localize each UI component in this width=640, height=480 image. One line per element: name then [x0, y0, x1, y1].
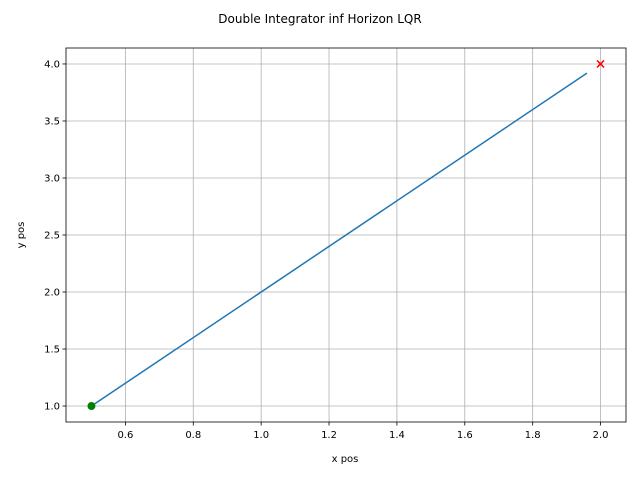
x-tick-label: 1.4	[389, 430, 405, 441]
x-tick-label: 2.0	[593, 430, 609, 441]
y-tick-label: 2.5	[44, 231, 60, 242]
x-tick-label: 1.2	[321, 430, 337, 441]
y-axis-label: y pos	[16, 222, 27, 249]
y-tick-label: 2.0	[44, 288, 60, 299]
chart-title: Double Integrator inf Horizon LQR	[218, 12, 421, 26]
plot-markers	[87, 59, 605, 411]
goal-marker-stroke	[596, 59, 605, 68]
grid	[66, 48, 626, 422]
y-tick-label: 3.5	[44, 116, 60, 127]
y-tick-label: 1.0	[44, 402, 60, 413]
trajectory-line	[91, 72, 588, 407]
x-axis-ticks: 0.6 0.8 1.0 1.2 1.4 1.6 1.8 2.0	[117, 422, 608, 441]
x-axis-label: x pos	[332, 454, 359, 465]
x-tick-label: 1.0	[253, 430, 269, 441]
x-tick-label: 0.6	[117, 430, 133, 441]
x-tick-label: 0.8	[185, 430, 201, 441]
y-tick-label: 3.0	[44, 173, 60, 184]
x-tick-label: 1.6	[457, 430, 473, 441]
y-tick-label: 4.0	[44, 59, 60, 70]
y-tick-label: 1.5	[44, 345, 60, 356]
y-axis-ticks: 1.0 1.5 2.0 2.5 3.0 3.5 4.0	[44, 59, 66, 413]
plot-series	[91, 72, 588, 407]
start-marker	[87, 402, 96, 411]
goal-marker	[596, 59, 605, 68]
x-tick-label: 1.8	[525, 430, 541, 441]
